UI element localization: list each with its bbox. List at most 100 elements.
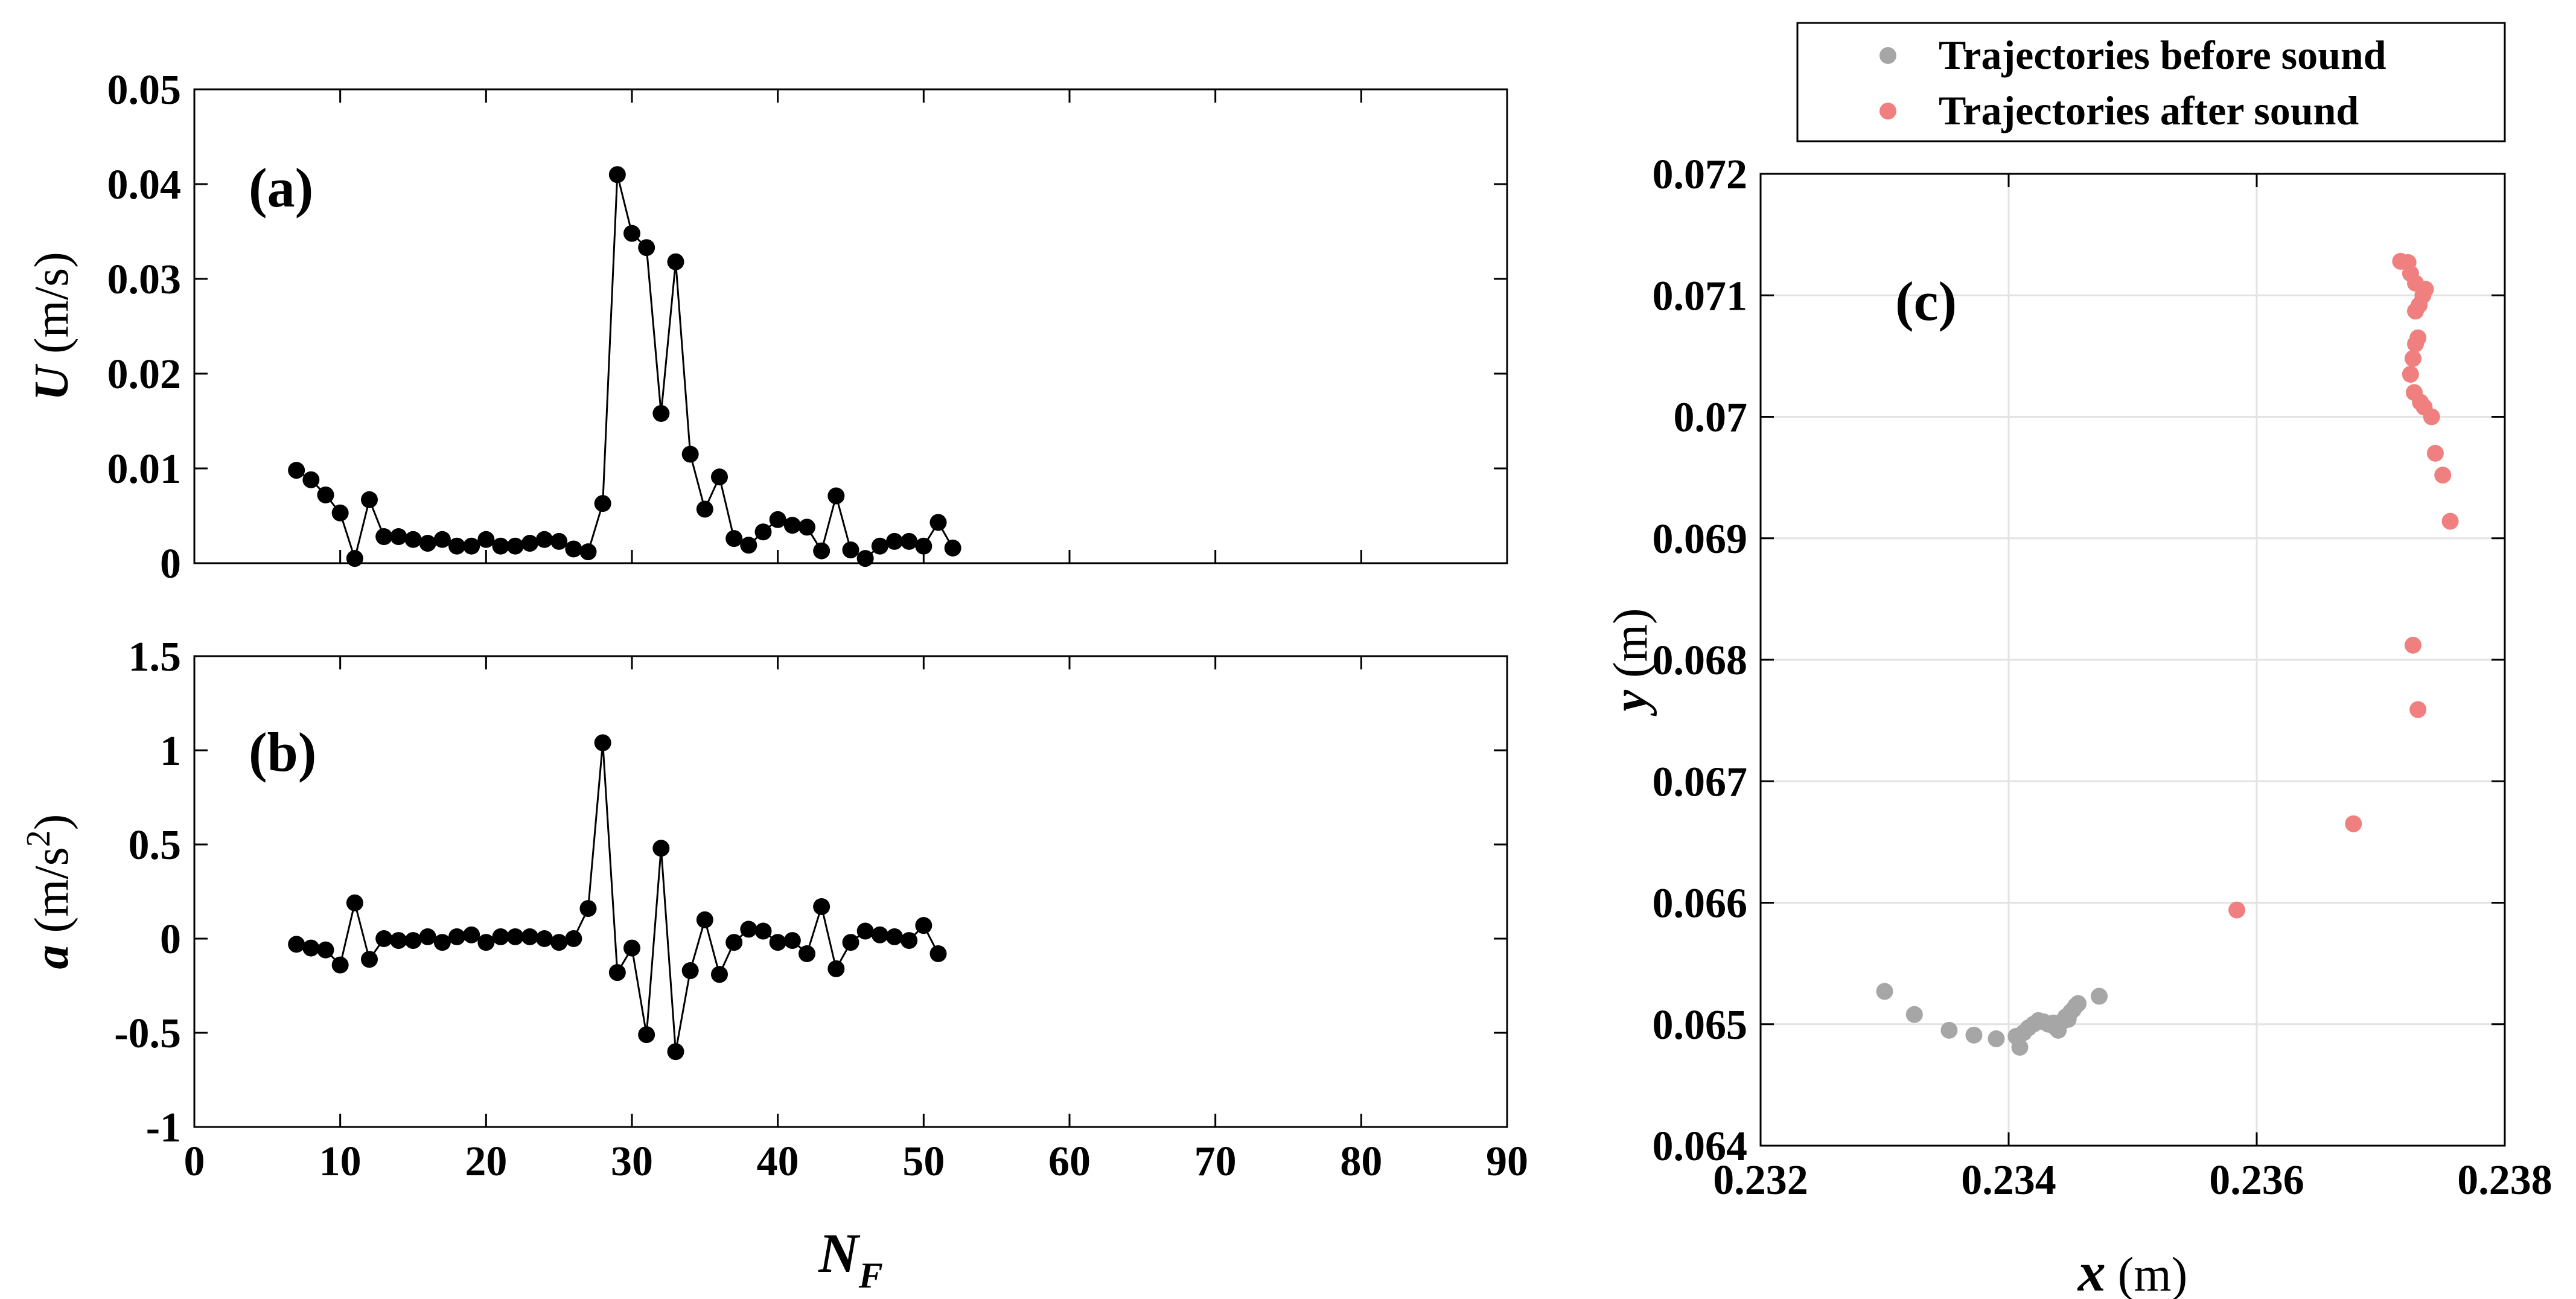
data-point (565, 930, 582, 947)
data-point (799, 519, 815, 536)
x-tick-label: 70 (1194, 1138, 1237, 1185)
data-point (331, 956, 349, 974)
data-point (711, 966, 728, 983)
data-point (929, 514, 947, 531)
data-point (288, 936, 305, 953)
data-point (623, 939, 640, 957)
scatter-point (2392, 252, 2409, 270)
data-point (361, 951, 378, 968)
data-point (886, 532, 903, 550)
scatter-point (2409, 329, 2427, 346)
y-tick-label: 0.066 (1653, 881, 1748, 927)
data-point (463, 926, 480, 943)
y-tick-label: 0 (160, 916, 181, 963)
legend-label: Trajectories after sound (1939, 88, 2359, 133)
x-tick-label: 0.238 (2457, 1157, 2552, 1204)
data-point (886, 928, 903, 945)
data-point (754, 922, 772, 940)
data-point (608, 166, 626, 184)
data-point (769, 511, 786, 528)
scatter-point (2091, 988, 2108, 1005)
data-point (871, 537, 888, 555)
data-point (550, 532, 568, 550)
data-point (506, 928, 524, 945)
scatter-point (2228, 901, 2246, 919)
data-point (536, 930, 553, 947)
data-point (740, 537, 757, 554)
x-tick-label: 0.234 (1961, 1157, 2056, 1204)
legend-marker (1879, 47, 1896, 64)
data-point (827, 960, 845, 977)
x-tick-label: 30 (611, 1138, 653, 1185)
x-tick-label: 20 (465, 1138, 507, 1185)
scatter-point (2441, 512, 2459, 530)
scatter-point (2070, 995, 2087, 1012)
data-point (448, 537, 465, 555)
data-point (594, 495, 611, 512)
data-point (550, 934, 568, 951)
data-point (944, 539, 961, 557)
data-point (623, 225, 640, 242)
data-point (783, 932, 801, 950)
y-tick-label: 1.5 (129, 634, 182, 680)
y-axis-label: y (m) (1604, 608, 1657, 717)
scatter-point (2404, 636, 2421, 654)
chart-c: 0.232 0.234 0.236 0.238 0.064 0.065 0.066 0.067… (1604, 22, 2552, 1299)
data-point (419, 535, 436, 552)
y-tick-label: 1 (160, 728, 181, 774)
scatter-point (2409, 701, 2427, 718)
data-point (638, 239, 655, 257)
y-tick-label: 0.02 (107, 351, 182, 398)
data-point (404, 531, 422, 548)
x-tick-label: 80 (1340, 1138, 1382, 1185)
x-tick-label: 0.236 (2209, 1157, 2304, 1204)
scatter-point (2426, 444, 2444, 462)
scatter-point (1988, 1030, 2005, 1047)
y-tick-label: 0 (160, 541, 181, 587)
data-point (375, 528, 393, 546)
scatter-point (1905, 1006, 1923, 1023)
data-point (594, 734, 611, 752)
data-point (667, 1043, 684, 1061)
data-point (842, 541, 859, 559)
y-tick-label: 0.07 (1674, 395, 1748, 441)
data-point (521, 928, 538, 945)
data-point (725, 530, 743, 547)
y-tick-label: 0.069 (1653, 516, 1748, 563)
y-tick-label: 0.01 (107, 446, 182, 493)
chart-b: 0 10 20 30 40 50 60 70 80 90 -1 -0.5 0 0.5 1 1.5 (b) a (m… (20, 634, 1528, 1295)
axes-frame (193, 655, 1508, 1128)
data-point (346, 550, 363, 567)
data-point (929, 945, 947, 962)
data-point (390, 528, 407, 546)
y-tick-label: -0.5 (114, 1010, 181, 1057)
chart-a: 0 0.01 0.02 0.03 0.04 0.05 (a) U (m/s) (25, 67, 1508, 587)
scatter-point (2402, 366, 2419, 383)
data-point (638, 1026, 655, 1044)
data-point (827, 487, 845, 505)
data-point (681, 445, 699, 463)
data-point (579, 543, 597, 561)
data-point (856, 922, 874, 940)
data-point (433, 531, 451, 548)
y-axis-label: a (m/s2) (20, 814, 78, 969)
y-tick-label: 0.05 (107, 67, 182, 113)
data-point (842, 934, 859, 951)
scatter-point (2405, 384, 2423, 401)
data-point (608, 964, 626, 981)
data-point (813, 898, 831, 915)
data-point (579, 900, 597, 918)
data-point (521, 535, 538, 552)
data-point (915, 537, 933, 555)
y-tick-label: 0.068 (1653, 637, 1748, 684)
data-point (361, 491, 378, 508)
scatter-point (2011, 1038, 2029, 1056)
series-line (296, 742, 939, 1052)
scatter-point (2345, 815, 2362, 832)
data-point (390, 932, 407, 950)
data-point (463, 537, 480, 555)
axes-frame (193, 88, 1508, 564)
x-axis-label: NF (818, 1222, 882, 1295)
data-point (404, 932, 422, 950)
